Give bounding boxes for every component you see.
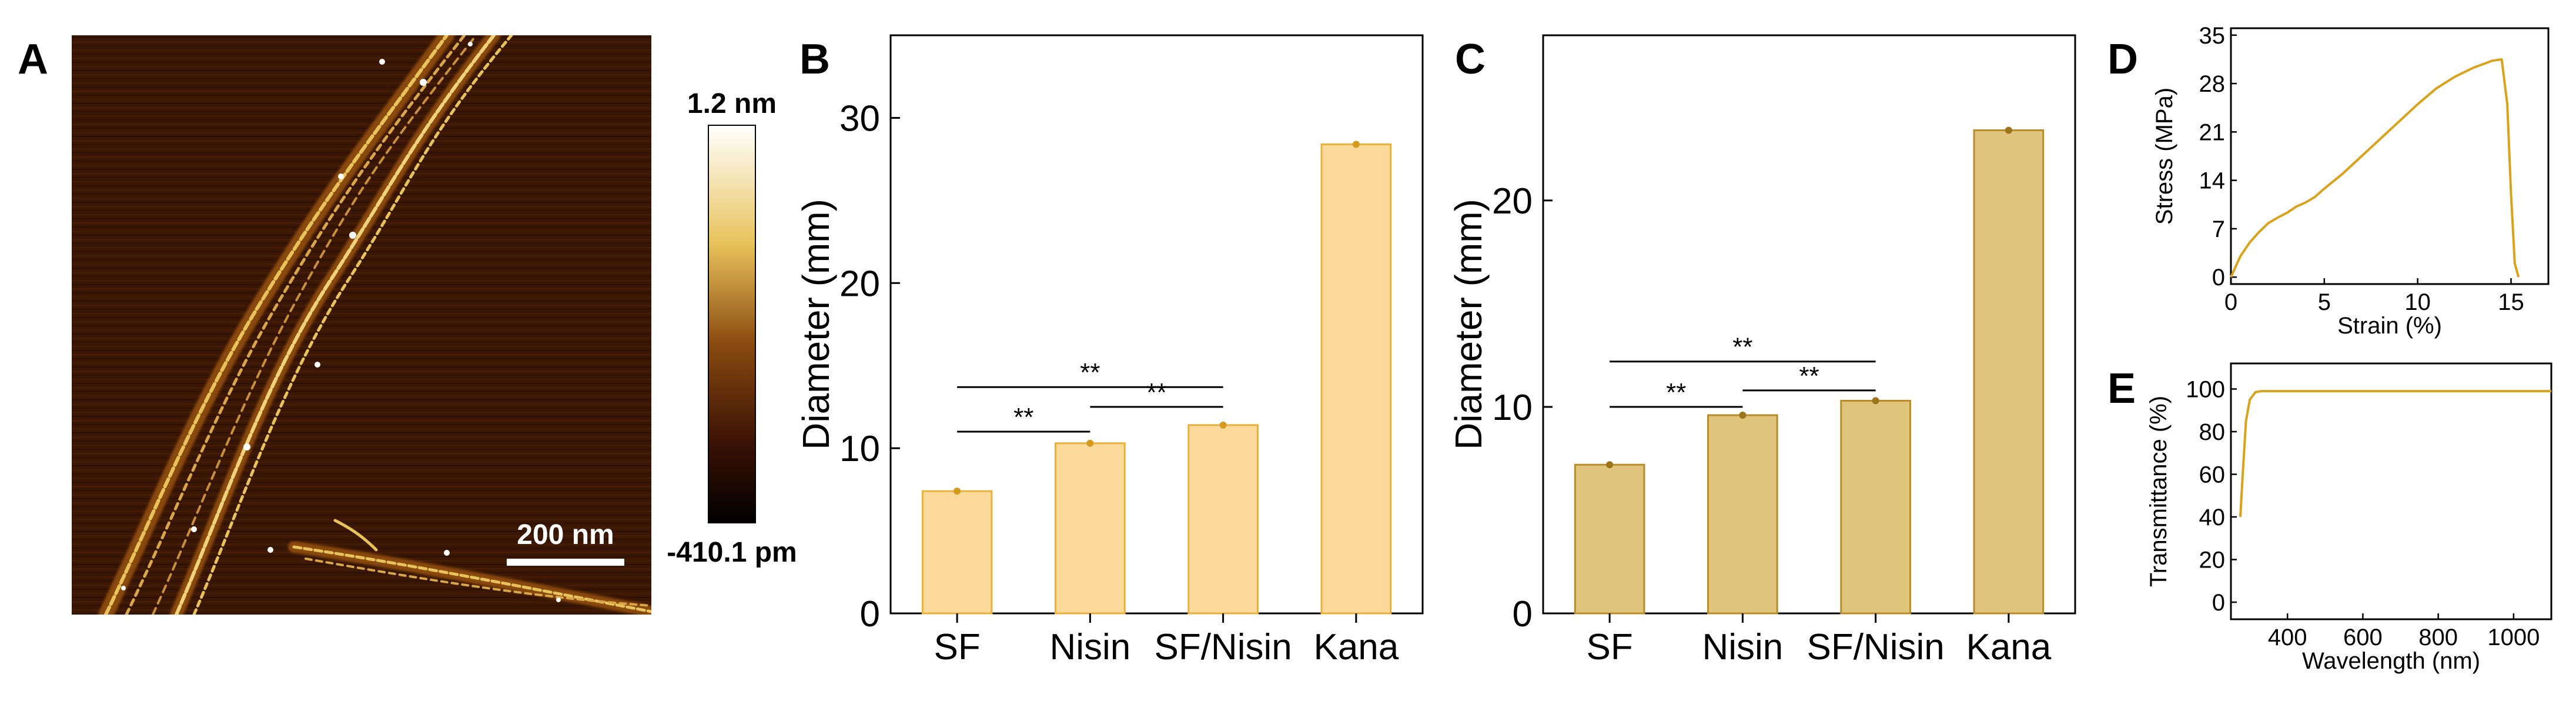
significance-label: ** — [1080, 358, 1100, 387]
panel-a-letter: A — [18, 36, 48, 83]
bar-mean-point — [2005, 126, 2012, 134]
panel-c-letter: C — [1455, 36, 1486, 83]
bar-mean-point — [1086, 439, 1094, 447]
bar-mean-point — [1872, 397, 1879, 405]
y-tick-label: 10 — [839, 429, 880, 469]
x-tick-label: SF/Nisin — [1806, 627, 1944, 667]
x-tick-label: Nisin — [1702, 627, 1783, 667]
y-tick-label: 0 — [860, 594, 880, 635]
significance-label: ** — [1732, 333, 1752, 362]
x-tick-label: 600 — [2343, 625, 2383, 650]
bar-mean-point — [954, 488, 961, 495]
bar-sf — [921, 490, 993, 615]
bar-sf-nisin — [1840, 399, 1911, 615]
y-tick-label: 0 — [1513, 594, 1533, 635]
bar-sf-nisin — [1187, 424, 1259, 615]
y-tick-label: 10 — [1492, 388, 1533, 428]
y-tick-label: 60 — [2199, 462, 2226, 488]
series-line — [2230, 58, 2520, 278]
x-tick-label: 5 — [2318, 289, 2331, 315]
x-axis-label: Wavelength (nm) — [2302, 648, 2480, 674]
y-tick-label: 0 — [2212, 265, 2225, 291]
colorbar-min-label: -410.1 pm — [667, 537, 797, 568]
y-axis-label: Diameter (mm) — [1447, 199, 1490, 450]
x-tick-label: 800 — [2418, 625, 2458, 650]
y-axis-label: Diameter (mm) — [795, 199, 837, 450]
chart-e-transmittance: 400 600 800 1000 0 20 40 60 80 100 Wavelength (nm)… — [2146, 362, 2552, 674]
bar-sf — [1574, 463, 1645, 615]
significance-label: ** — [1146, 378, 1166, 407]
plot-frame — [1542, 34, 2076, 615]
y-tick-label: 21 — [2199, 119, 2226, 145]
y-tick-label: 14 — [2199, 168, 2226, 194]
significance-label: ** — [1799, 362, 1819, 390]
y-tick-label: 7 — [2212, 216, 2225, 242]
height-colorbar — [708, 125, 756, 523]
y-axis-label: Transmittance (%) — [2146, 396, 2172, 587]
bar-mean-point — [1352, 141, 1360, 148]
colorbar-max-label: 1.2 nm — [687, 88, 777, 119]
significance-label: ** — [1666, 378, 1686, 407]
y-tick-label: 100 — [2186, 377, 2225, 403]
plot-frame — [2230, 362, 2552, 620]
y-tick-label: 28 — [2199, 71, 2226, 97]
series-line — [2239, 390, 2551, 518]
y-tick-label: 20 — [2199, 548, 2226, 573]
y-tick-label: 35 — [2199, 23, 2226, 49]
x-tick-label: Nisin — [1049, 627, 1130, 667]
x-tick-label: 0 — [2224, 289, 2237, 315]
bar-mean-point — [1606, 461, 1614, 469]
chart-b-zone-diameter: 0 10 20 30 Diameter (mm) SF Nisin SF/Nisin Kana *… — [795, 34, 1424, 667]
x-tick-label: 10 — [2404, 289, 2431, 315]
x-tick-label: 400 — [2268, 625, 2307, 650]
y-axis-label: Stress (MPa) — [2152, 88, 2177, 225]
bar-kana — [1320, 143, 1392, 615]
x-tick-label: Kana — [1966, 627, 2051, 667]
y-tick-label: 30 — [839, 98, 880, 139]
fibril-network — [98, 35, 651, 615]
x-tick-label: Kana — [1313, 627, 1399, 667]
panel-b-letter: B — [799, 36, 830, 83]
bar-nisin — [1707, 414, 1778, 615]
panel-e-letter: E — [2107, 365, 2136, 412]
plot-frame — [2230, 27, 2550, 285]
bar-nisin — [1055, 442, 1126, 615]
bright-particles — [121, 42, 561, 602]
y-tick-label: 80 — [2199, 419, 2226, 445]
afm-image — [72, 35, 651, 615]
x-tick-label: SF/Nisin — [1154, 627, 1292, 667]
x-tick-label: 15 — [2498, 289, 2524, 315]
bar-mean-point — [1739, 411, 1747, 419]
y-tick-label: 40 — [2199, 505, 2226, 530]
x-tick-label: SF — [934, 627, 981, 667]
chart-d-stress-strain: 0 5 10 15 0 7 14 21 28 35 Strain (%) Stress (MPa) — [2152, 23, 2550, 339]
y-tick-label: 0 — [2212, 590, 2225, 616]
bar-mean-point — [1219, 421, 1227, 429]
significance-label: ** — [1013, 403, 1033, 432]
y-tick-label: 20 — [1492, 181, 1533, 222]
panel-d-letter: D — [2107, 36, 2138, 83]
scale-bar-label: 200 nm — [517, 519, 614, 550]
bar-kana — [1973, 129, 2045, 615]
x-tick-label: 1000 — [2487, 625, 2540, 650]
scale-bar — [507, 559, 624, 566]
plot-frame — [889, 34, 1424, 615]
y-tick-label: 20 — [839, 263, 880, 304]
x-axis-label: Strain (%) — [2337, 313, 2442, 339]
x-tick-label: SF — [1587, 627, 1633, 667]
